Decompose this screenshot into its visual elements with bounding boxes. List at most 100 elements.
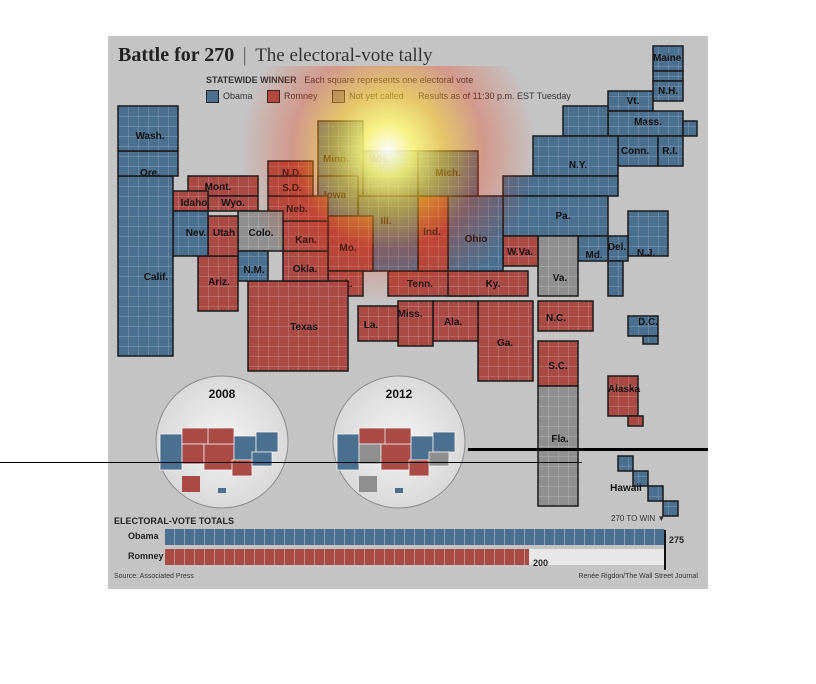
bar-label-romney: Romney	[128, 551, 164, 561]
globe-region	[380, 443, 412, 471]
state-label-okla: Okla.	[293, 264, 318, 275]
credit-note: Renée Rigdon/The Wall Street Journal	[578, 573, 698, 580]
globe-region	[159, 433, 183, 471]
totals-heading: ELECTORAL-VOTE TOTALS	[114, 516, 235, 526]
state-grid-calif	[117, 175, 174, 357]
state-grid-hawaii	[632, 470, 649, 487]
inset-globe-2012: 2012	[332, 375, 466, 509]
state-label-miss: Miss.	[397, 309, 422, 320]
state-dc: D.C.	[627, 315, 659, 345]
globe-region	[251, 451, 273, 467]
state-label-neb: Neb.	[286, 204, 308, 215]
state-alaska: Alaska	[607, 375, 644, 427]
globe-region	[432, 431, 456, 453]
state-ore: Ore.	[117, 150, 179, 179]
state-nev: Nev.	[172, 210, 209, 257]
globe-region	[255, 431, 279, 453]
inset-year-label: 2008	[209, 387, 236, 401]
legend-item-obama: Obama	[206, 90, 253, 103]
globe-region	[408, 459, 430, 477]
cartogram-map: Maine N.H. Vt. Mass. Conn. R.I. N.Y. Pa. N.J. Del…	[117, 45, 698, 517]
state-grid-wash	[117, 105, 179, 152]
state-miss: Miss.	[397, 300, 434, 347]
state-wis: Wis.	[362, 150, 419, 197]
globe-region	[203, 443, 235, 471]
globe-region	[207, 427, 235, 445]
state-maine: Maine	[652, 45, 684, 82]
state-label-md: Md.	[585, 250, 602, 261]
bar-label-obama: Obama	[128, 531, 159, 541]
state-label-mich: Mich.	[435, 168, 461, 179]
state-grid-sc	[537, 340, 579, 387]
state-grid-hawaii	[647, 485, 664, 502]
state-hawaii: Hawaii	[610, 455, 679, 517]
globe-region	[358, 443, 382, 465]
globe-region	[231, 459, 253, 477]
state-colo: Colo.	[237, 210, 284, 252]
state-label-ky: Ky.	[486, 279, 501, 290]
state-ohio: Ohio	[447, 195, 504, 272]
bar-track-obama	[165, 529, 665, 545]
state-nm: N.M.	[237, 250, 269, 282]
state-mich: Mich.	[417, 150, 479, 197]
state-ariz: Ariz.	[197, 255, 239, 312]
state-label-hawaii: Hawaii	[610, 483, 642, 494]
state-label-minn: Minn.	[323, 154, 349, 165]
state-label-nc: N.C.	[546, 313, 566, 324]
state-label-pa: Pa.	[555, 211, 570, 222]
state-grid-alaska	[627, 415, 644, 427]
state-label-utah: Utah	[213, 228, 235, 239]
state-label-ore: Ore.	[140, 168, 160, 179]
state-label-ri: R.I.	[662, 146, 678, 157]
state-label-del: Del.	[608, 242, 627, 253]
to-win-label: 270 TO WIN ▼	[611, 514, 665, 523]
state-la: La.	[357, 305, 399, 342]
title-row: Battle for 270 | The electoral-vote tall…	[118, 44, 432, 67]
state-grid-md	[577, 235, 609, 262]
state-grid-alaska	[607, 375, 639, 417]
state-idaho: Idaho	[172, 190, 209, 212]
state-label-colo: Colo.	[249, 228, 274, 239]
state-label-ala: Ala.	[444, 317, 463, 328]
state-vt: Vt.	[607, 90, 654, 112]
graphic-panel: Battle for 270 | The electoral-vote tall…	[108, 36, 708, 589]
state-conn: Conn.	[617, 135, 659, 167]
state-grid-la	[357, 305, 399, 342]
state-fla: Fla.	[537, 385, 579, 507]
globe-region	[384, 427, 412, 445]
state-label-la: La.	[364, 320, 379, 331]
state-nj: N.J.	[627, 210, 669, 259]
state-ga: Ga.	[477, 300, 534, 382]
state-grid-va	[537, 235, 579, 297]
state-ri: R.I.	[657, 135, 684, 167]
state-grid-maine	[652, 70, 684, 82]
state-label-nm: N.M.	[243, 265, 264, 276]
globe-alaska	[182, 476, 200, 492]
state-label-idaho: Idaho	[181, 198, 208, 209]
state-label-ga: Ga.	[497, 338, 513, 349]
page-title: Battle for 270	[118, 44, 235, 66]
state-calif: Calif.	[117, 175, 174, 357]
state-label-mo: Mo.	[339, 243, 356, 254]
state-label-sc: S.C.	[548, 361, 568, 372]
state-md: Md.	[577, 235, 624, 297]
state-label-mont: Mont.	[205, 182, 232, 193]
state-del: Del.	[607, 235, 629, 262]
globe-region	[336, 433, 360, 471]
state-label-alaska: Alaska	[608, 384, 641, 395]
state-kan: Kan.	[282, 220, 329, 252]
to-win-text: 270 TO WIN	[611, 514, 656, 523]
state-grid-ny	[532, 135, 619, 177]
state-sc: S.C.	[537, 340, 579, 387]
globe-hawaii	[395, 488, 403, 493]
legend-label-obama: Obama	[223, 90, 253, 101]
state-label-texas: Texas	[290, 322, 318, 333]
state-label-kan: Kan.	[295, 235, 317, 246]
state-label-wva: W.Va.	[507, 247, 533, 258]
state-label-wash: Wash.	[135, 131, 164, 142]
globe-alaska	[359, 476, 377, 492]
state-label-tenn: Tenn.	[407, 279, 433, 290]
globe-region	[181, 443, 205, 465]
state-label-conn: Conn.	[621, 146, 650, 157]
state-ny: N.Y.	[502, 105, 619, 197]
